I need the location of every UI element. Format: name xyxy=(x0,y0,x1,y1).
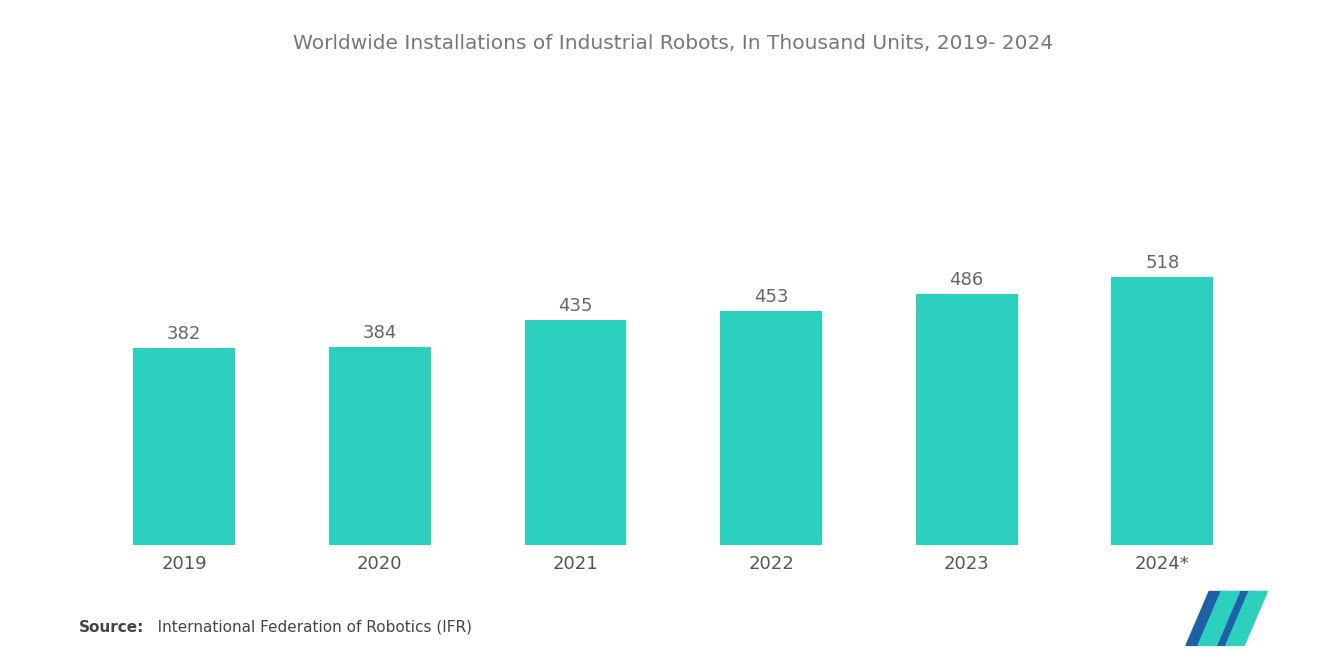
Text: 486: 486 xyxy=(949,271,983,289)
Bar xyxy=(1111,277,1213,545)
Polygon shape xyxy=(1185,592,1228,645)
Polygon shape xyxy=(1199,592,1239,645)
Text: Source:: Source: xyxy=(79,620,145,635)
Bar xyxy=(916,294,1018,545)
Bar xyxy=(721,311,822,545)
Text: 384: 384 xyxy=(363,323,397,342)
Bar xyxy=(329,346,430,545)
Title: Worldwide Installations of Industrial Robots, In Thousand Units, 2019- 2024: Worldwide Installations of Industrial Ro… xyxy=(293,34,1053,53)
Text: 435: 435 xyxy=(558,297,593,315)
Polygon shape xyxy=(1214,592,1255,645)
Text: 518: 518 xyxy=(1146,254,1180,272)
Bar xyxy=(524,321,626,545)
Text: International Federation of Robotics (IFR): International Federation of Robotics (IF… xyxy=(143,620,471,635)
Polygon shape xyxy=(1226,592,1267,645)
Text: 382: 382 xyxy=(166,325,201,342)
Bar xyxy=(133,348,235,545)
Text: 453: 453 xyxy=(754,288,788,306)
